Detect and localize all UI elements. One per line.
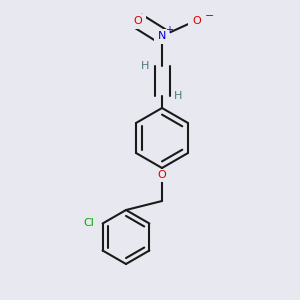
- Text: Cl: Cl: [84, 218, 94, 229]
- Text: O: O: [134, 16, 142, 26]
- Text: N: N: [158, 31, 166, 41]
- Text: +: +: [166, 25, 173, 35]
- FancyBboxPatch shape: [154, 169, 169, 182]
- Text: H: H: [141, 61, 150, 71]
- Text: H: H: [174, 91, 183, 101]
- Text: O: O: [192, 16, 201, 26]
- FancyBboxPatch shape: [172, 90, 185, 102]
- Text: O: O: [158, 170, 166, 181]
- FancyBboxPatch shape: [79, 216, 100, 231]
- FancyBboxPatch shape: [130, 14, 146, 28]
- Text: −: −: [204, 11, 214, 22]
- FancyBboxPatch shape: [154, 28, 170, 44]
- FancyBboxPatch shape: [139, 60, 152, 72]
- FancyBboxPatch shape: [188, 14, 208, 28]
